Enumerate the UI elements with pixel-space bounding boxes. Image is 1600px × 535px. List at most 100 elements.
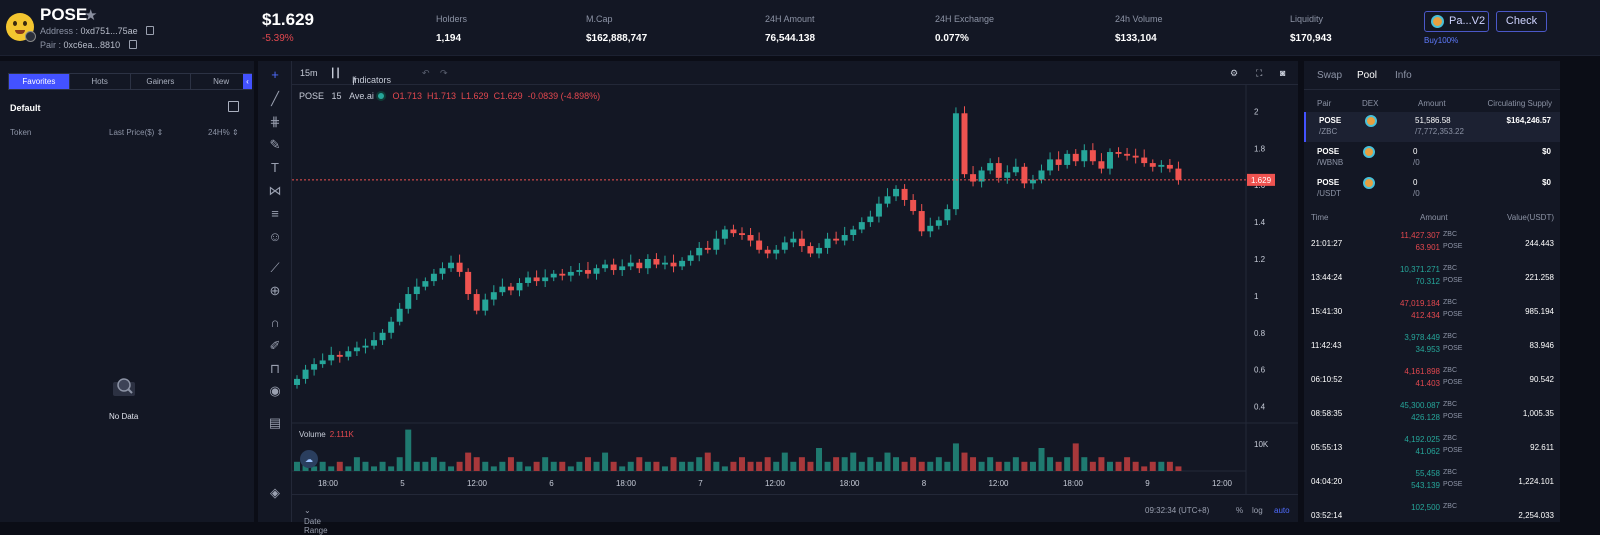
pool-row[interactable]: POSE/WBNB 0/0 $0: [1317, 146, 1551, 167]
tab-hots[interactable]: Hots: [70, 74, 131, 89]
volume-bar: [430, 457, 437, 471]
interval-button[interactable]: 15m: [300, 68, 318, 78]
candle-body: [319, 360, 326, 365]
candle-type-icon[interactable]: ┃┃: [330, 68, 341, 78]
volume-bar: [944, 461, 951, 471]
last-price-tag: [1247, 173, 1275, 186]
volume-legend: Volume 2.111K: [299, 430, 354, 439]
pencil-lock-icon[interactable]: ✐: [269, 338, 281, 353]
candle-body: [1175, 168, 1182, 180]
auto-toggle[interactable]: auto: [1274, 506, 1290, 515]
trade-row[interactable]: 03:52:14 102,500 ZBC 2,254.033: [1304, 500, 1560, 522]
magnet-icon[interactable]: ∩: [270, 315, 280, 330]
pair-select-button[interactable]: Pa...V2: [1424, 11, 1489, 32]
copy-address-icon[interactable]: [146, 26, 155, 35]
current-price: $1.629: [262, 10, 314, 29]
tab-pool[interactable]: Pool: [1357, 70, 1378, 81]
measure-icon[interactable]: ≡: [271, 206, 279, 221]
check-button[interactable]: Check: [1496, 11, 1547, 32]
favorite-star-icon[interactable]: ★: [84, 7, 98, 24]
volume-bar: [841, 457, 848, 471]
log-toggle[interactable]: log: [1252, 506, 1263, 515]
candle-body: [465, 271, 472, 295]
pool-row[interactable]: POSE/ZBC 51,586.58/7,772,353.22 $164,246…: [1304, 112, 1560, 142]
volume-bar: [1158, 461, 1165, 471]
candle-body: [824, 238, 831, 248]
unit-label: ZBC: [1443, 435, 1457, 442]
date-range-button[interactable]: Date Range ⌄: [304, 506, 328, 535]
emoji-icon[interactable]: ☺: [268, 229, 282, 244]
copy-pair-icon[interactable]: [128, 40, 137, 49]
ruler-icon[interactable]: ⟋: [270, 260, 280, 275]
screenshot-icon[interactable]: ◙: [1280, 68, 1286, 78]
candle-body: [448, 262, 455, 269]
candle-body: [781, 242, 788, 250]
y-tick-label: 0.8: [1254, 329, 1266, 338]
trade-row[interactable]: 05:55:13 4,192.025 ZBC 41.062 POSE 92.611: [1304, 432, 1560, 466]
sort-icon: ⇕: [232, 128, 239, 137]
volume-bar: [995, 461, 1002, 471]
divider: [1304, 89, 1560, 90]
x-tick-label: 7: [698, 479, 703, 488]
volume-bar: [764, 457, 771, 471]
unit-label: POSE: [1443, 311, 1463, 318]
trade-row[interactable]: 04:04:20 55,458 ZBC 543.139 POSE 1,224.101: [1304, 466, 1560, 500]
trade-row[interactable]: 15:41:30 47,019.184 ZBC 412.434 POSE 985.194: [1304, 296, 1560, 330]
pool-row[interactable]: POSE/USDT 0/0 $0: [1317, 177, 1551, 198]
brush-icon[interactable]: ✎: [269, 137, 281, 152]
tab-favorites[interactable]: Favorites: [9, 74, 70, 89]
candle-body: [593, 268, 600, 274]
candle-body: [935, 220, 942, 226]
candle-body: [456, 262, 463, 272]
trade-row[interactable]: 08:58:35 45,300.087 ZBC 426.128 POSE 1,005.35: [1304, 398, 1560, 432]
edit-icon[interactable]: [228, 101, 239, 112]
trade-value: 83.946: [1529, 341, 1554, 350]
tab-new[interactable]: New: [213, 77, 230, 86]
candle-body: [739, 233, 745, 236]
tab-gainers[interactable]: Gainers: [131, 74, 192, 89]
trade-time: 11:42:43: [1311, 341, 1342, 350]
fib-tool-icon[interactable]: ⋕: [269, 114, 281, 129]
settings-icon[interactable]: ⚙: [1230, 68, 1239, 78]
trade-value: 90.542: [1529, 375, 1554, 384]
trade-value: 1,005.35: [1522, 409, 1554, 418]
trade-row[interactable]: 11:42:43 3,978.449 ZBC 34.953 POSE 83.946: [1304, 330, 1560, 364]
candle-body: [721, 229, 728, 239]
header-trade-amount: Amount: [1420, 213, 1448, 222]
volume-bar: [781, 452, 788, 471]
redo-icon[interactable]: ↷: [440, 68, 448, 78]
eye-icon[interactable]: ◉: [269, 383, 281, 398]
pattern-icon[interactable]: ⋈: [268, 183, 282, 198]
fullscreen-icon[interactable]: ⛶: [1256, 68, 1263, 78]
trade-pose-amount: 70.312: [1415, 277, 1440, 286]
volume-bar: [473, 457, 480, 471]
col-last-price[interactable]: Last Price($) ⇕: [109, 128, 164, 137]
candle-body: [422, 281, 429, 287]
trade-row[interactable]: 13:44:24 10,371.271 ZBC 70.312 POSE 221.258: [1304, 262, 1560, 296]
volume-bar: [516, 461, 523, 471]
col-24h-change[interactable]: 24H% ⇕: [208, 128, 239, 137]
percent-toggle[interactable]: %: [1236, 506, 1244, 515]
crosshair-icon[interactable]: +: [271, 67, 279, 82]
candlestick-chart[interactable]: 21.81.61.41.210.80.60.410K18:00512:00618…: [292, 85, 1298, 494]
volume-bar: [490, 466, 497, 471]
trendline-icon[interactable]: ╱: [271, 91, 279, 106]
collapse-panel-icon[interactable]: ‹: [243, 74, 252, 89]
trade-zbc-amount: 4,192.025: [1404, 435, 1440, 444]
candle-body: [798, 238, 805, 247]
candle-body: [294, 378, 300, 385]
volume-bar: [952, 443, 959, 471]
tab-info[interactable]: Info: [1395, 70, 1412, 81]
trade-row[interactable]: 06:10:52 4,161.898 ZBC 41.403 POSE 90.542: [1304, 364, 1560, 398]
tab-swap[interactable]: Swap: [1317, 70, 1343, 81]
candle-body: [696, 247, 703, 256]
lock-icon[interactable]: ⊓: [269, 361, 281, 376]
trade-value: 221.258: [1525, 273, 1554, 282]
zoom-in-icon[interactable]: ⊕: [269, 283, 281, 298]
text-tool-icon[interactable]: T: [271, 160, 279, 175]
undo-icon[interactable]: ↶: [422, 68, 430, 78]
candle-body: [516, 282, 523, 291]
layers-icon[interactable]: ◈: [270, 485, 280, 500]
trade-row[interactable]: 21:01:27 11,427.307 ZBC 63.901 POSE 244.443: [1304, 228, 1560, 262]
trash-icon[interactable]: ▤: [268, 415, 282, 430]
